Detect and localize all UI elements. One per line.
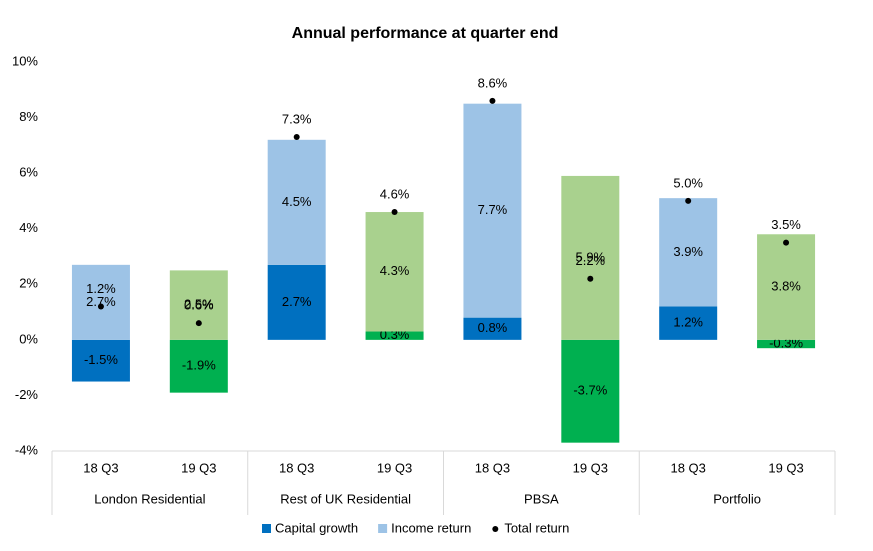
legend-marker bbox=[492, 526, 499, 532]
bar-segment bbox=[659, 306, 718, 340]
bar-segment bbox=[757, 339, 816, 349]
value-label: -3.7% bbox=[573, 383, 607, 398]
x-tick-label: 19 Q3 bbox=[377, 460, 412, 475]
x-tick-label: 19 Q3 bbox=[573, 460, 608, 475]
bar-segment bbox=[169, 270, 228, 340]
total-dot bbox=[783, 239, 790, 246]
value-label: 2.7% bbox=[86, 294, 116, 309]
legend-marker bbox=[262, 524, 271, 533]
bar-segment bbox=[267, 264, 326, 340]
total-dot bbox=[195, 320, 202, 327]
y-tick-label: 8% bbox=[19, 109, 38, 124]
legend-label: Total return bbox=[504, 520, 569, 535]
legend-marker bbox=[378, 524, 388, 533]
value-label: 4.3% bbox=[380, 263, 410, 278]
legend-label: Capital growth bbox=[275, 520, 358, 535]
chart-title: Annual performance at quarter end bbox=[292, 25, 559, 42]
value-label: -1.5% bbox=[84, 352, 118, 367]
y-tick-label: 4% bbox=[19, 220, 38, 235]
total-dot bbox=[685, 197, 692, 204]
group-label: Portfolio bbox=[713, 491, 761, 506]
value-label: 5.9% bbox=[575, 249, 605, 264]
group-label: Rest of UK Residential bbox=[280, 491, 411, 506]
value-label: 0.6% bbox=[184, 298, 214, 313]
value-label: 7.3% bbox=[282, 111, 312, 126]
value-label: 2.5% bbox=[184, 297, 214, 312]
bar-segment bbox=[561, 175, 620, 340]
group-label: London Residential bbox=[94, 491, 205, 506]
value-label: 2.2% bbox=[575, 253, 605, 268]
bar-segment bbox=[463, 103, 522, 318]
value-label: 3.9% bbox=[673, 244, 703, 259]
value-label: 3.8% bbox=[771, 279, 801, 294]
x-tick-label: 19 Q3 bbox=[768, 460, 803, 475]
total-dot bbox=[97, 303, 104, 310]
value-label: 0.8% bbox=[478, 320, 508, 335]
total-dot bbox=[489, 97, 496, 104]
value-label: -1.9% bbox=[182, 358, 216, 373]
bar-segment bbox=[71, 339, 130, 382]
x-tick-label: 19 Q3 bbox=[181, 460, 216, 475]
bar-segment bbox=[365, 331, 424, 340]
value-label: 1.2% bbox=[673, 315, 703, 330]
y-tick-label: -4% bbox=[15, 442, 39, 457]
value-label: 3.5% bbox=[771, 217, 801, 232]
group-label: PBSA bbox=[524, 491, 559, 506]
bar-segment bbox=[659, 198, 718, 307]
y-tick-label: 10% bbox=[12, 53, 38, 68]
x-tick-label: 18 Q3 bbox=[670, 460, 705, 475]
bar-segment bbox=[365, 212, 424, 332]
total-dot bbox=[293, 134, 300, 141]
total-dot bbox=[391, 209, 398, 216]
bar-segment bbox=[267, 139, 326, 265]
y-tick-label: 6% bbox=[19, 165, 38, 180]
bar-segment bbox=[463, 317, 522, 340]
bar-segment bbox=[561, 339, 620, 443]
value-label: 1.2% bbox=[86, 281, 116, 296]
value-label: 2.7% bbox=[282, 294, 312, 309]
y-tick-label: 2% bbox=[19, 276, 38, 291]
value-label: 4.5% bbox=[282, 194, 312, 209]
y-tick-label: -2% bbox=[15, 387, 39, 402]
value-label: 5.0% bbox=[673, 175, 703, 190]
value-label: 8.6% bbox=[478, 75, 508, 90]
x-tick-label: 18 Q3 bbox=[475, 460, 510, 475]
legend-label: Income return bbox=[391, 520, 471, 535]
bar-segment bbox=[757, 234, 816, 340]
value-label: 7.7% bbox=[478, 202, 508, 217]
bar-segment bbox=[169, 339, 228, 393]
y-tick-label: 0% bbox=[19, 331, 38, 346]
x-tick-label: 18 Q3 bbox=[83, 460, 118, 475]
bar-segment bbox=[71, 264, 130, 340]
value-label: 4.6% bbox=[380, 186, 410, 201]
x-tick-label: 18 Q3 bbox=[279, 460, 314, 475]
total-dot bbox=[587, 275, 594, 282]
